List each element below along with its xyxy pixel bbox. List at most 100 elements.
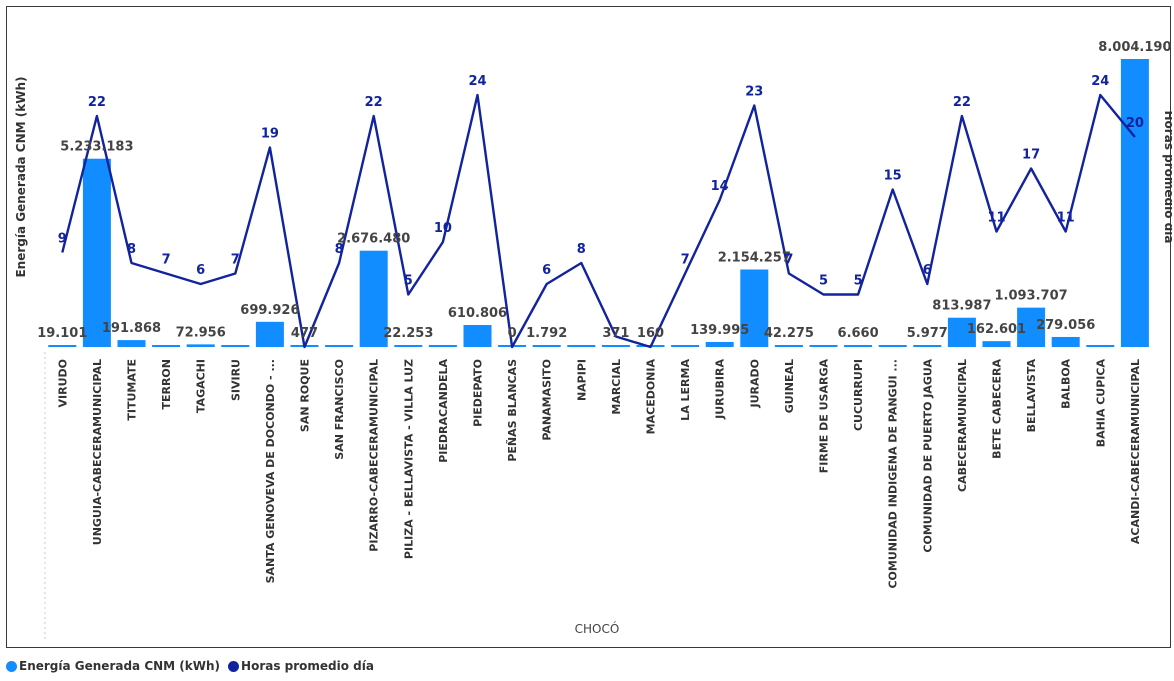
category-label-balboa: BALBOA bbox=[1060, 359, 1073, 409]
bar-value-label-jurado: 2.154.257 bbox=[718, 250, 791, 265]
category-label-firme-de-usarga: FIRME DE USARGA bbox=[818, 359, 831, 474]
category-label-tagachi: TAGACHI bbox=[195, 359, 208, 413]
bar-acandi-cabeceramunicipal bbox=[1120, 59, 1149, 347]
category-label-bete-cabecera: BETE CABECERA bbox=[991, 359, 1004, 459]
bar-value-label-comunidad-de-puerto-jagua: 5.977 bbox=[907, 326, 948, 341]
category-label-jurado: JURADO bbox=[748, 359, 761, 409]
line-value-label-unguia-cabeceramunicipal: 22 bbox=[88, 95, 106, 110]
category-label-piliza-bellavista-villa-luz: PILIZA - BELLAVISTA - VILLA LUZ bbox=[402, 359, 415, 559]
bar-santa-genoveva-de-docondo bbox=[255, 321, 284, 347]
bar-comunidad-indigena-de-pangui bbox=[878, 345, 907, 347]
line-value-label-siviru: 7 bbox=[231, 253, 240, 268]
line-value-label-santa-genoveva-de-docondo: 19 bbox=[261, 127, 279, 142]
line-value-label-virudo: 9 bbox=[58, 232, 67, 247]
bar-value-label-piliza-bellavista-villa-luz: 22.253 bbox=[383, 326, 433, 341]
chart-frame: 19.101 5.233.183 191.868 72.956 699.926 477 2.… bbox=[6, 6, 1172, 648]
bar-value-label-jurubira: 139.995 bbox=[690, 323, 749, 338]
bar-cucurrupi bbox=[844, 345, 873, 347]
legend-label-energia: Energía Generada CNM (kWh) bbox=[19, 659, 221, 673]
line-value-label-jurubira: 14 bbox=[711, 179, 729, 194]
line-value-label-bete-cabecera: 11 bbox=[987, 211, 1005, 226]
bar-piedepato bbox=[463, 325, 492, 347]
category-label-panamasito: PANAMASITO bbox=[541, 359, 554, 441]
line-value-label-comunidad-de-puerto-jagua: 6 bbox=[923, 263, 932, 278]
bar-value-label-pe-as-blancas: 0 bbox=[508, 326, 517, 341]
line-value-label-firme-de-usarga: 5 bbox=[819, 274, 828, 289]
category-label-napipi: NAPIPI bbox=[575, 359, 588, 401]
category-label-pizarro-cabeceramunicipal: PIZARRO-CABECERAMUNICIPAL bbox=[368, 359, 381, 552]
category-label-marcial: MARCIAL bbox=[610, 359, 623, 415]
line-value-label-cucurrupi: 5 bbox=[854, 274, 863, 289]
line-value-label-tagachi: 6 bbox=[196, 263, 205, 278]
category-label-comunidad-de-puerto-jagua: COMUNIDAD DE PUERTO JAGUA bbox=[921, 359, 934, 553]
line-value-label-bellavista: 17 bbox=[1022, 148, 1040, 163]
bar-value-label-piedepato: 610.806 bbox=[448, 306, 507, 321]
category-label-piedepato: PIEDEPATO bbox=[472, 359, 485, 427]
bar-piedracandela bbox=[428, 345, 457, 347]
bar-tagachi bbox=[186, 344, 215, 347]
bar-bellavista bbox=[1017, 307, 1046, 347]
line-value-label-pizarro-cabeceramunicipal: 22 bbox=[365, 95, 383, 110]
line-value-label-panamasito: 6 bbox=[542, 263, 551, 278]
category-label-acandi-cabeceramunicipal: ACANDI-CABECERAMUNICIPAL bbox=[1129, 359, 1142, 544]
line-value-label-guineal: 7 bbox=[784, 253, 793, 268]
bar-value-label-titumate: 191.868 bbox=[102, 321, 161, 336]
bar-terron bbox=[152, 345, 181, 347]
line-value-label-la-lerma: 7 bbox=[681, 253, 690, 268]
bar-value-label-unguia-cabeceramunicipal: 5.233.183 bbox=[60, 140, 133, 155]
category-label-comunidad-indigena-de-pangui: COMUNIDAD INDIGENA DE PANGUI ... bbox=[887, 359, 900, 589]
legend-item-horas[interactable]: Horas promedio día bbox=[228, 659, 374, 673]
bar-napipi bbox=[567, 345, 596, 347]
x-axis-title: CHOCÓ bbox=[575, 621, 620, 636]
bar-value-label-san-roque: 477 bbox=[291, 326, 318, 341]
category-label-virudo: VIRUDO bbox=[56, 359, 69, 408]
category-label-cucurrupi: CUCURRUPI bbox=[852, 359, 865, 431]
combo-chart: 19.101 5.233.183 191.868 72.956 699.926 477 2.… bbox=[14, 40, 1172, 642]
bar-balboa bbox=[1051, 336, 1080, 347]
bar-value-label-balboa: 279.056 bbox=[1036, 318, 1095, 333]
bar-value-label-marcial: 371 bbox=[602, 326, 629, 341]
line-value-label-piedracandela: 10 bbox=[434, 221, 452, 236]
line-value-label-cabeceramunicipal: 22 bbox=[953, 95, 971, 110]
bar-value-label-macedonia: 160 bbox=[637, 326, 664, 341]
bar-jurado bbox=[740, 269, 769, 347]
bar-guineal bbox=[774, 345, 803, 347]
category-label-piedracandela: PIEDRACANDELA bbox=[437, 359, 450, 463]
category-label-guineal: GUINEAL bbox=[783, 359, 796, 413]
bar-marcial bbox=[601, 345, 630, 347]
bar-value-label-cucurrupi: 6.660 bbox=[838, 326, 879, 341]
line-value-label-acandi-cabeceramunicipal: 20 bbox=[1126, 116, 1144, 131]
bar-value-label-guineal: 42.275 bbox=[764, 326, 814, 341]
bar-value-label-virudo: 19.101 bbox=[37, 326, 87, 341]
bar-value-label-pizarro-cabeceramunicipal: 2.676.480 bbox=[337, 232, 410, 247]
bar-value-label-santa-genoveva-de-docondo: 699.926 bbox=[240, 303, 299, 318]
legend-swatch-energia bbox=[6, 660, 17, 672]
bar-piliza-bellavista-villa-luz bbox=[394, 345, 423, 347]
line-horas-promedio bbox=[61, 93, 1136, 349]
legend-item-energia[interactable]: Energía Generada CNM (kWh) bbox=[6, 659, 220, 673]
category-label-terron: TERRON bbox=[160, 359, 173, 410]
category-label-bahia-cupica: BAHIA CUPICA bbox=[1094, 359, 1107, 448]
bar-unguia-cabeceramunicipal bbox=[82, 158, 111, 347]
line-value-label-jurado: 23 bbox=[745, 85, 763, 100]
bar-value-label-bete-cabecera: 162.601 bbox=[967, 322, 1026, 337]
category-label-la-lerma: LA LERMA bbox=[679, 359, 692, 421]
bar-comunidad-de-puerto-jagua bbox=[913, 345, 942, 347]
y-axis-title: Energía Generada CNM (kWh) bbox=[14, 76, 28, 277]
category-label-macedonia: MACEDONIA bbox=[645, 359, 658, 435]
category-label-san-roque: SAN ROQUE bbox=[299, 359, 312, 432]
legend-label-horas: Horas promedio día bbox=[241, 659, 374, 673]
bar-virudo bbox=[48, 345, 77, 347]
bar-firme-de-usarga bbox=[809, 345, 838, 347]
bar-titumate bbox=[117, 340, 146, 347]
legend: Energía Generada CNM (kWh) Horas promedi… bbox=[6, 655, 378, 677]
line-value-label-terron: 7 bbox=[162, 253, 171, 268]
line-value-label-napipi: 8 bbox=[577, 242, 586, 257]
bar-value-label-cabeceramunicipal: 813.987 bbox=[932, 299, 991, 314]
category-label-pe-as-blancas: PEÑAS BLANCAS bbox=[506, 359, 519, 462]
category-label-cabeceramunicipal: CABECERAMUNICIPAL bbox=[956, 359, 969, 492]
category-label-jurubira: JURUBIRA bbox=[714, 359, 727, 420]
bar-bete-cabecera bbox=[982, 341, 1011, 347]
line-value-label-comunidad-indigena-de-pangui: 15 bbox=[884, 169, 902, 184]
bar-la-lerma bbox=[671, 345, 700, 347]
